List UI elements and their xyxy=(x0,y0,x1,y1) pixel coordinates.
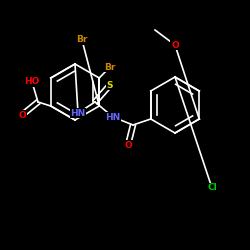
Text: Br: Br xyxy=(104,62,116,72)
Text: HO: HO xyxy=(24,78,40,86)
Text: S: S xyxy=(107,80,113,90)
Text: O: O xyxy=(18,110,26,120)
Text: Cl: Cl xyxy=(207,184,217,192)
Text: Br: Br xyxy=(76,36,88,44)
Text: O: O xyxy=(124,140,132,149)
Text: HN: HN xyxy=(106,112,120,122)
Text: O: O xyxy=(171,40,179,50)
Text: HN: HN xyxy=(70,108,86,118)
